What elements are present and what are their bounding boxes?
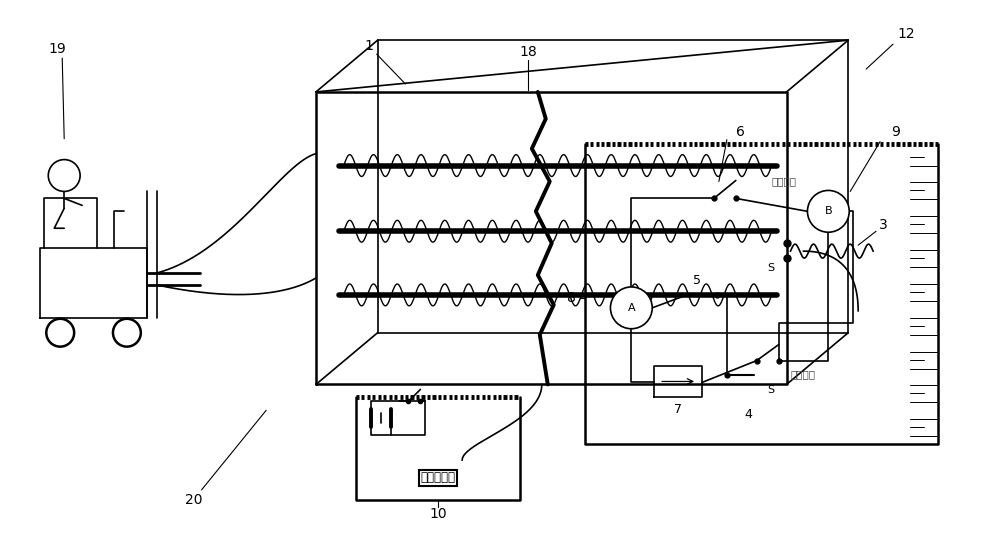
Circle shape [610, 287, 652, 328]
Text: 19: 19 [48, 42, 66, 56]
Circle shape [807, 190, 849, 232]
Text: 20: 20 [185, 493, 202, 507]
Text: 1: 1 [364, 39, 373, 53]
Text: 交流开关: 交流开关 [771, 176, 796, 186]
Text: S: S [767, 385, 774, 395]
Text: 6: 6 [736, 125, 745, 139]
Text: S: S [767, 263, 774, 273]
Text: 磁场显示器: 磁场显示器 [420, 472, 455, 484]
Text: 5: 5 [693, 274, 701, 288]
Text: 7: 7 [674, 403, 682, 416]
Circle shape [48, 160, 80, 191]
Text: 10: 10 [429, 507, 447, 521]
Circle shape [46, 319, 74, 347]
Text: 18: 18 [519, 45, 537, 59]
Circle shape [113, 319, 141, 347]
Text: A: A [628, 303, 635, 313]
Text: 8: 8 [567, 291, 576, 305]
Text: 3: 3 [879, 218, 887, 232]
Text: 12: 12 [897, 27, 915, 41]
Text: 4: 4 [745, 408, 753, 421]
Text: 9: 9 [892, 125, 900, 139]
Text: 直流开关: 直流开关 [791, 369, 816, 379]
Text: B: B [825, 206, 832, 216]
